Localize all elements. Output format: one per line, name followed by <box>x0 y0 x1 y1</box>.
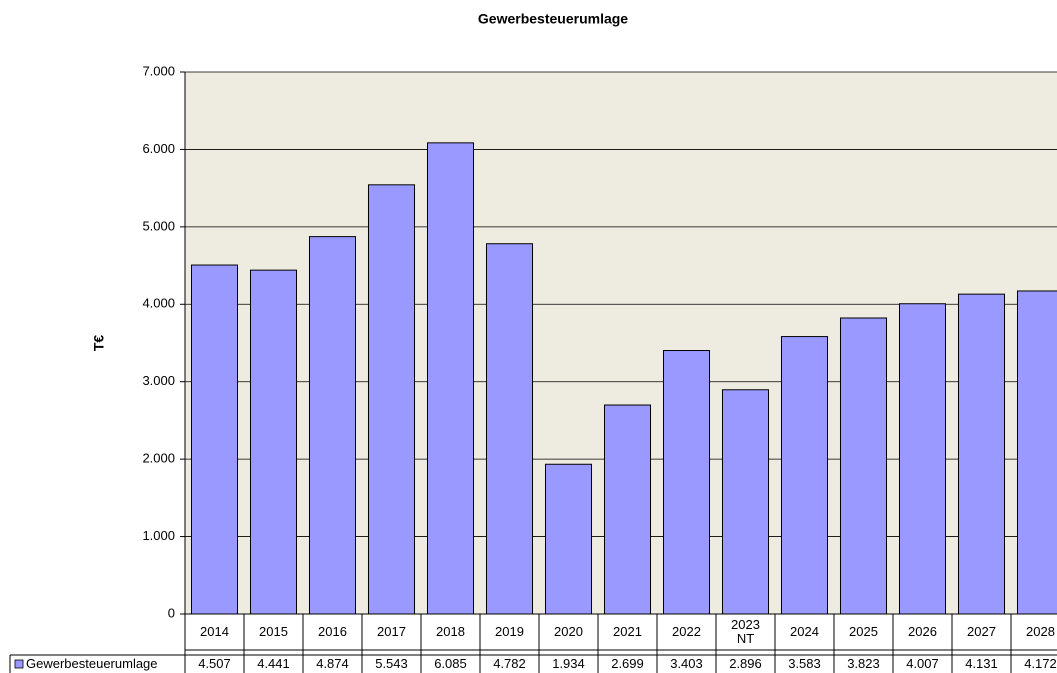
value-label: 4.131 <box>965 656 998 671</box>
y-tick-label: 7.000 <box>142 63 175 78</box>
x-tick-label: 2015 <box>259 624 288 639</box>
x-tick-label: 2024 <box>790 624 819 639</box>
chart-title: Gewerbesteuerumlage <box>478 11 628 27</box>
y-tick-label: 6.000 <box>142 141 175 156</box>
x-tick-label: 2022 <box>672 624 701 639</box>
bar <box>249 269 298 615</box>
value-label: 1.934 <box>552 656 585 671</box>
bar <box>721 389 770 615</box>
value-label: 2.699 <box>611 656 644 671</box>
x-tick-label: 2016 <box>318 624 347 639</box>
value-label: 3.583 <box>788 656 821 671</box>
x-tick-label: 2027 <box>967 624 996 639</box>
bar <box>603 404 652 615</box>
bar <box>308 236 357 615</box>
bar <box>190 264 239 615</box>
x-tick-label: 2028 <box>1026 624 1055 639</box>
value-label: 5.543 <box>375 656 408 671</box>
x-tick-label: 2021 <box>613 624 642 639</box>
bar <box>485 243 534 615</box>
y-tick-label: 0 <box>168 605 175 620</box>
x-tick-label: 2026 <box>908 624 937 639</box>
value-label: 4.172 <box>1024 656 1057 671</box>
y-tick-label: 5.000 <box>142 218 175 233</box>
y-tick-label: 1.000 <box>142 528 175 543</box>
bar <box>839 317 888 615</box>
y-axis-label: T€ <box>91 335 107 352</box>
y-tick-label: 2.000 <box>142 451 175 466</box>
bar <box>662 350 711 615</box>
value-label: 6.085 <box>434 656 467 671</box>
value-label: 3.823 <box>847 656 880 671</box>
legend-swatch <box>14 659 24 669</box>
value-label: 4.874 <box>316 656 349 671</box>
bar <box>367 184 416 615</box>
y-tick-label: 4.000 <box>142 296 175 311</box>
bar <box>957 293 1006 615</box>
bar <box>1016 290 1057 615</box>
x-tick-label: 2020 <box>554 624 583 639</box>
x-tick-label: 2023 NT <box>731 617 760 646</box>
x-tick-label: 2018 <box>436 624 465 639</box>
value-label: 4.782 <box>493 656 526 671</box>
value-label: 3.403 <box>670 656 703 671</box>
y-tick-label: 3.000 <box>142 373 175 388</box>
value-label: 2.896 <box>729 656 762 671</box>
bar <box>780 336 829 615</box>
x-tick-label: 2014 <box>200 624 229 639</box>
bar <box>544 463 593 615</box>
x-tick-label: 2025 <box>849 624 878 639</box>
bar <box>898 303 947 615</box>
value-label: 4.507 <box>198 656 231 671</box>
legend-label: Gewerbesteuerumlage <box>26 656 158 671</box>
x-tick-label: 2019 <box>495 624 524 639</box>
bar <box>426 142 475 615</box>
value-label: 4.441 <box>257 656 290 671</box>
value-label: 4.007 <box>906 656 939 671</box>
x-tick-label: 2017 <box>377 624 406 639</box>
